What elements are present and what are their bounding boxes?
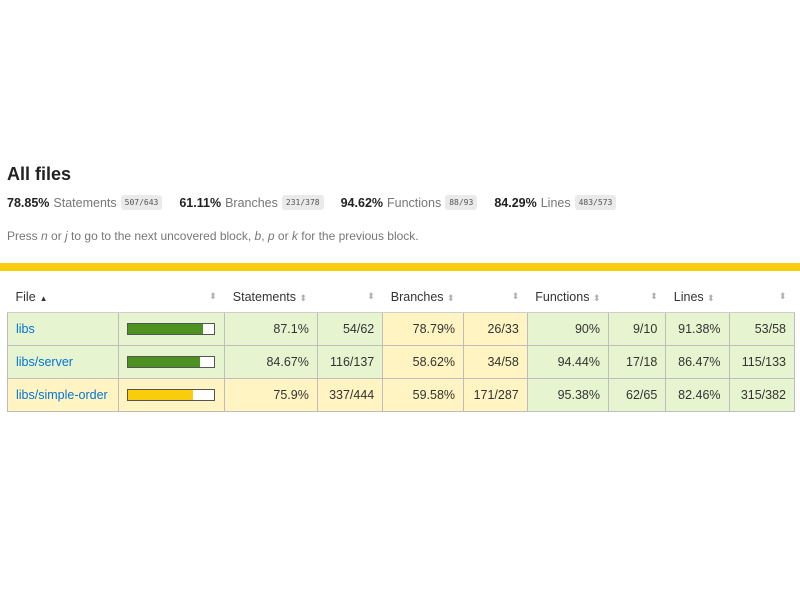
sort-icon: ⬍ [511,291,520,301]
coverage-header: All files 78.85% Statements 507/643 61.1… [7,163,793,210]
functions-pct: 90% [526,312,610,346]
sort-icon: ⬍ [209,291,217,301]
column-header-branches-raw[interactable]: ⬍ [463,281,528,313]
sort-icon: ⬍ [707,292,715,303]
summary-label: Statements [53,195,117,210]
table-row: libs/server 84.67% 116/137 58.62% 34/58 94.44… [7,345,796,379]
statements-pct: 87.1% [224,312,318,346]
functions-pct: 95.38% [526,378,610,412]
file-cell: libs [7,312,119,346]
column-header-statements[interactable]: Statements ⬍ [224,281,318,313]
summary-label: Functions [387,195,442,210]
sort-icon: ⬍ [299,292,308,303]
sort-asc-icon: ▲ [39,293,48,303]
branches-fraction: 171/287 [463,378,528,412]
coverage-bar-fill [127,357,201,367]
summary-pct: 84.29% [494,195,537,210]
coverage-bar-cell [117,312,226,346]
table-row: libs 87.1% 54/62 78.79% 26/33 90% 9/10 91.38% 53… [7,312,796,346]
lines-fraction: 115/133 [728,345,796,379]
coverage-bar [126,389,215,401]
column-header-file[interactable]: File ▲ [7,281,119,313]
summary-statements: 78.85% Statements 507/643 [7,195,163,210]
sort-icon: ⬍ [592,292,601,303]
statements-fraction: 337/444 [316,378,384,412]
sort-icon: ⬍ [650,291,658,301]
column-header-functions[interactable]: Functions ⬍ [527,281,609,313]
coverage-bar [126,356,215,368]
column-header-functions-raw[interactable]: ⬍ [608,281,666,313]
sort-icon: ⬍ [778,291,787,301]
file-link[interactable]: libs [16,322,35,336]
branches-fraction: 34/58 [463,345,528,379]
statements-pct: 84.67% [224,345,318,379]
file-cell: libs/server [7,345,119,379]
summary-pct: 78.85% [7,195,50,210]
summary-bar: 78.85% Statements 507/643 61.11% Branche… [7,195,793,210]
functions-fraction: 62/65 [607,378,667,412]
file-cell: libs/simple-order [7,378,119,412]
coverage-bar-cell [117,345,226,379]
coverage-table: File ▲ ⬍ Statements ⬍ ⬍ Branches ⬍ ⬍ Func… [7,281,796,412]
sort-icon: ⬍ [447,292,455,303]
functions-fraction: 17/18 [607,345,667,379]
summary-fraction: 231/378 [281,195,324,210]
lines-fraction: 53/58 [728,312,796,346]
coverage-bar [126,323,215,335]
column-header-branches[interactable]: Branches ⬍ [382,281,464,313]
keyboard-hint: Press n or j to go to the next uncovered… [7,229,419,243]
functions-fraction: 9/10 [607,312,667,346]
summary-pct: 94.62% [340,195,384,210]
summary-fraction: 483/573 [574,195,617,210]
page-title: All files [7,164,72,184]
branches-pct: 58.62% [382,345,465,379]
summary-functions: 94.62% Functions 88/93 [341,195,478,210]
statements-fraction: 54/62 [316,312,384,346]
summary-fraction: 88/93 [445,195,478,210]
file-link[interactable]: libs/simple-order [16,388,108,402]
coverage-bar-cell [117,378,226,412]
functions-pct: 94.44% [526,345,610,379]
header-row: File ▲ ⬍ Statements ⬍ ⬍ Branches ⬍ ⬍ Func… [7,281,795,313]
status-strip [0,263,800,271]
branches-fraction: 26/33 [463,312,528,346]
column-header-lines-raw[interactable]: ⬍ [729,281,795,313]
summary-fraction: 507/643 [120,195,163,210]
column-header-lines[interactable]: Lines ⬍ [665,281,730,313]
lines-pct: 91.38% [665,312,730,346]
table-row: libs/simple-order 75.9% 337/444 59.58% 171/2… [7,378,796,412]
summary-pct: 61.11% [179,195,222,210]
branches-pct: 59.58% [382,378,465,412]
statements-fraction: 116/137 [316,345,384,379]
statements-pct: 75.9% [224,378,318,412]
coverage-bar-fill [127,390,193,400]
sort-icon: ⬍ [367,291,375,301]
file-link[interactable]: libs/server [16,355,73,369]
lines-fraction: 315/382 [728,378,796,412]
coverage-bar-fill [127,324,203,334]
lines-pct: 82.46% [665,378,730,412]
branches-pct: 78.79% [382,312,465,346]
summary-label: Lines [540,195,571,210]
summary-lines: 84.29% Lines 483/573 [494,195,617,210]
lines-pct: 86.47% [665,345,730,379]
column-header-file-bar[interactable]: ⬍ [118,281,225,313]
summary-label: Branches [225,195,278,210]
column-header-statements-raw[interactable]: ⬍ [317,281,383,313]
summary-branches: 61.11% Branches 231/378 [179,195,324,210]
